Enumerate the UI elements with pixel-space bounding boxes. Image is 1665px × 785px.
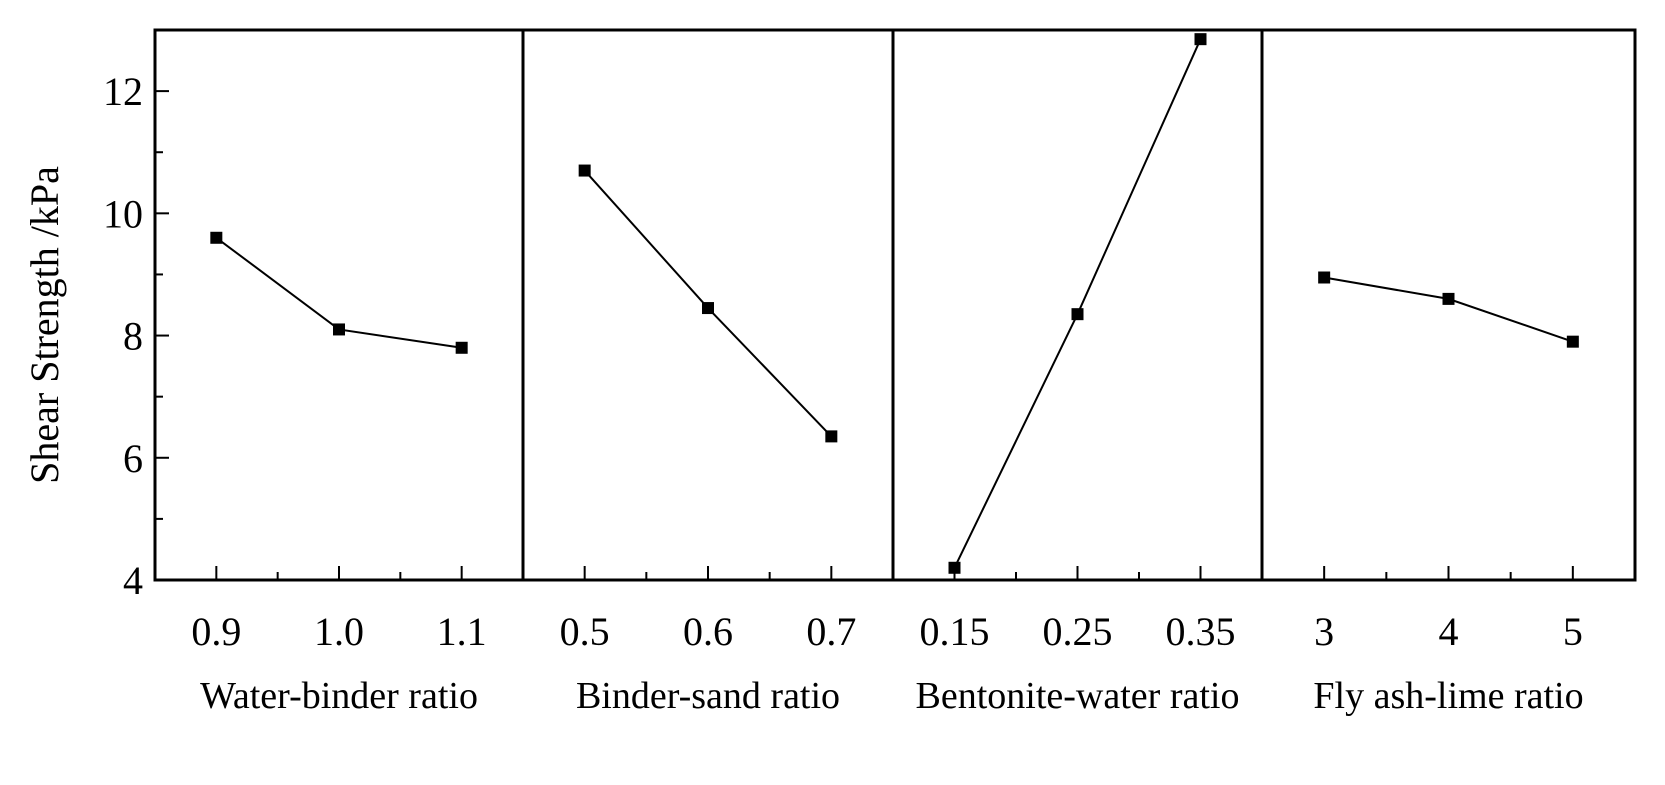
x-axis-label: Bentonite-water ratio — [916, 675, 1240, 717]
x-tick-label: 0.9 — [191, 609, 241, 654]
data-point — [1194, 33, 1207, 46]
chart-panels: 0.9 1.0 1.1 Water-binder ratio 0.5 0.6 0.7 Bind… — [153, 28, 1637, 717]
data-point — [1566, 335, 1579, 348]
data-point — [948, 561, 961, 574]
x-tick-label: 0.15 — [920, 609, 990, 654]
x-tick-label: 0.25 — [1043, 609, 1113, 654]
data-point — [210, 231, 223, 244]
data-point — [333, 323, 345, 336]
x-axis-label: Fly ash-lime ratio — [1313, 675, 1583, 717]
x-axis-label: Water-binder ratio — [200, 675, 478, 717]
data-point — [1318, 271, 1331, 284]
data-point — [702, 302, 714, 315]
y-axis: 4 6 8 10 12 — [103, 29, 169, 603]
x-tick-label: 4 — [1439, 609, 1459, 654]
y-tick-label: 8 — [123, 314, 143, 359]
panel-4: 3 4 5 Fly ash-lime ratio — [1260, 28, 1637, 717]
panel-frame — [153, 28, 525, 582]
y-axis-label: Shear Strength /kPa — [22, 166, 67, 484]
x-tick-label: 5 — [1563, 609, 1583, 654]
data-point — [1442, 292, 1455, 305]
y-tick-label: 10 — [103, 191, 143, 236]
x-tick-label: 1.0 — [314, 609, 364, 654]
y-tick-label: 6 — [123, 436, 143, 481]
x-tick-label: 0.6 — [683, 609, 733, 654]
panel-3: 0.15 0.25 0.35 Bentonite-water ratio — [891, 28, 1264, 717]
x-axis-label: Binder-sand ratio — [576, 675, 840, 717]
panel-2: 0.5 0.6 0.7 Binder-sand ratio — [521, 28, 895, 717]
panel-frame — [891, 28, 1264, 582]
series-line — [953, 38, 1202, 569]
y-tick-label: 4 — [123, 558, 143, 603]
data-point — [825, 430, 838, 443]
x-tick-label: 1.1 — [437, 609, 487, 654]
data-point — [1071, 308, 1084, 321]
data-point — [578, 164, 591, 177]
x-tick-label: 3 — [1314, 609, 1334, 654]
series-line — [1323, 276, 1574, 343]
x-tick-label: 0.7 — [806, 609, 856, 654]
x-tick-label: 0.35 — [1166, 609, 1236, 654]
panel-1: 0.9 1.0 1.1 Water-binder ratio — [153, 28, 525, 717]
data-point — [455, 341, 468, 354]
panel-frame — [1260, 28, 1637, 582]
x-tick-label: 0.5 — [560, 609, 610, 654]
y-tick-label: 12 — [103, 69, 143, 114]
